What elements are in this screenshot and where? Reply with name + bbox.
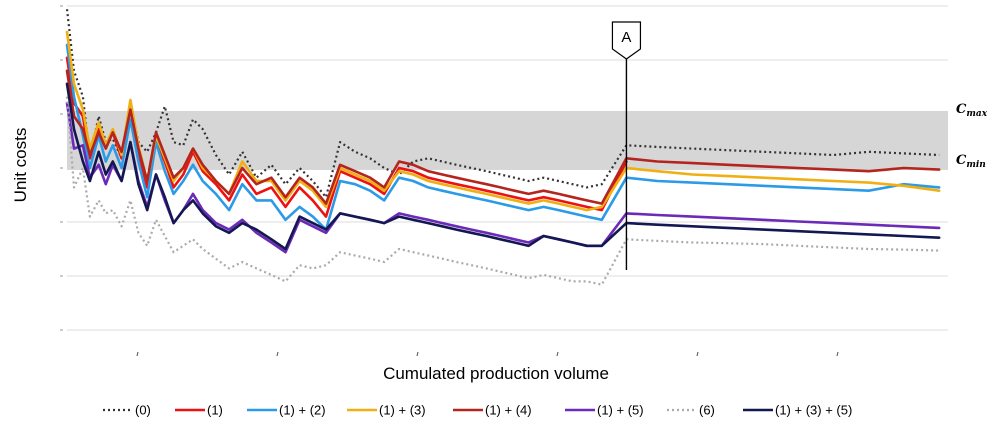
x-axis-label: Cumulated production volume — [383, 364, 609, 383]
c-min-label: Cmin — [956, 153, 986, 170]
marker-flag — [611, 21, 642, 60]
legend: (0) (1) (1) + (2) (1) + (3) (1) + (4) (1) + (… — [103, 403, 852, 418]
legend-label-3: (1) + (3) — [379, 403, 426, 418]
y-axis-label: Unit costs — [11, 128, 30, 203]
x-tick-5 — [836, 351, 839, 357]
legend-label-4: (1) + (4) — [485, 403, 532, 418]
band-rect — [67, 110, 948, 170]
legend-label-6: (6) — [699, 403, 715, 418]
x-tick-4 — [696, 351, 699, 357]
legend-label-0: (0) — [135, 403, 151, 418]
legend-label-2: (1) + (2) — [279, 403, 326, 418]
marker-a: A — [611, 21, 642, 270]
legend-label-7: (1) + (3) + (5) — [775, 403, 852, 418]
x-ticks — [60, 5, 839, 357]
x-tick-0 — [136, 351, 139, 357]
c-max-label: Cmax — [956, 102, 988, 119]
cost-band — [67, 110, 948, 170]
x-tick-1 — [276, 351, 279, 357]
legend-label-1: (1) — [207, 403, 223, 418]
x-tick-3 — [556, 351, 559, 357]
x-tick-2 — [416, 351, 419, 357]
legend-label-5: (1) + (5) — [597, 403, 644, 418]
marker-label: A — [621, 29, 631, 46]
